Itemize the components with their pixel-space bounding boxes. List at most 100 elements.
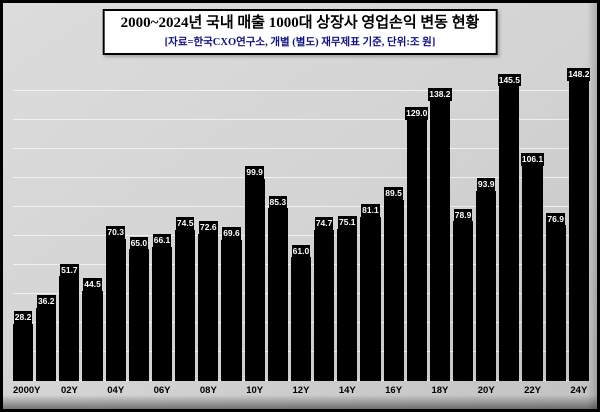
- x-axis-tick-label: 20Y: [477, 385, 495, 396]
- bar-value-label: 76.9: [546, 212, 565, 226]
- bar-value-label: 51.7: [60, 263, 79, 277]
- x-axis-tick-label: [36, 385, 56, 399]
- bar: [244, 178, 265, 381]
- chart-title-box: 2000~2024년 국내 매출 1000대 상장사 영업손익 변동 현황 [자…: [102, 9, 498, 55]
- chart-subtitle: [자료=한국CXO연구소, 개별 (별도) 재무제표 기준, 단위:조 원]: [164, 36, 436, 48]
- x-axis-tick-label: [314, 385, 334, 399]
- bar: [290, 257, 312, 381]
- x-axis-tick-label: 2000Y: [13, 385, 41, 396]
- bar: [545, 225, 566, 381]
- bar-column: 36.2: [36, 67, 57, 381]
- bar-value-label: 93.9: [476, 178, 496, 191]
- bar-value-label: 148.2: [567, 68, 591, 81]
- bar-value-label: 66.1: [152, 234, 172, 248]
- bar: [128, 249, 149, 381]
- bar-value-label: 74.5: [175, 217, 195, 231]
- bar: [221, 240, 242, 381]
- x-axis-tick-label: [499, 385, 519, 399]
- bar: [522, 166, 543, 381]
- bar-value-label: 81.1: [361, 204, 380, 217]
- bar-column: 51.7: [59, 67, 80, 381]
- bar: [360, 216, 381, 381]
- x-axis-tick-label: 04Y: [107, 385, 125, 396]
- bar: [36, 307, 57, 381]
- bar-column: 74.7: [314, 67, 335, 381]
- x-axis-tick-label: [129, 385, 149, 399]
- bar-column: 106.1: [520, 67, 545, 381]
- x-axis-tick-label: 24Y: [570, 385, 588, 396]
- bar-column: 72.6: [198, 67, 219, 381]
- bar-value-label: 145.5: [497, 73, 521, 87]
- bar: [499, 86, 520, 381]
- x-axis-tick-label: 12Y: [292, 385, 310, 396]
- bar-value-label: 36.2: [36, 295, 56, 308]
- x-axis-tick-label: 08Y: [199, 385, 217, 396]
- x-axis-tick-label: 16Y: [385, 385, 403, 396]
- bar-column: 74.5: [175, 67, 196, 381]
- x-axis-tick-label: [453, 385, 473, 399]
- bar-column: 69.6: [221, 67, 242, 381]
- bar: [82, 290, 103, 381]
- bar-value-label: 85.3: [268, 195, 288, 209]
- bar-column: 81.1: [360, 67, 381, 381]
- plot-area: 28.2 36.2 51.7 44.5 70.3 65.0 66.1 74.5 72.6 69.6…: [13, 67, 591, 381]
- bar: [105, 238, 126, 381]
- bar-column: 66.1: [151, 67, 173, 381]
- x-axis-tick-label: 02Y: [60, 385, 78, 396]
- bar-column: 28.2: [13, 67, 34, 381]
- x-axis-tick-label: 14Y: [338, 385, 356, 396]
- x-axis-tick-label: 10Y: [246, 385, 264, 396]
- x-axis-tick-label: 18Y: [431, 385, 449, 396]
- bar-value-label: 44.5: [83, 278, 102, 291]
- bar: [151, 247, 173, 381]
- bar-column: 99.9: [244, 67, 265, 381]
- bar: [337, 228, 358, 381]
- bar: [406, 119, 427, 381]
- x-axis: 2000Y 02Y 04Y 06Y 08Y 10Y 12Y 14Y 16Y 18Y 20Y 22Y 24…: [13, 385, 589, 399]
- bar: [267, 208, 288, 381]
- plot-background: 28.2 36.2 51.7 44.5 70.3 65.0 66.1 74.5 72.6 69.6…: [13, 67, 591, 381]
- bar-value-label: 106.1: [520, 153, 545, 167]
- x-axis-tick-label: 06Y: [153, 385, 171, 396]
- chart-title: 2000~2024년 국내 매출 1000대 상장사 영업손익 변동 현황: [120, 15, 480, 31]
- bar-value-label: 61.0: [291, 244, 311, 258]
- bar-column: 145.5: [497, 67, 521, 381]
- bar-value-label: 75.1: [337, 216, 357, 229]
- x-axis-tick-label: [221, 385, 241, 399]
- bar-column: 93.9: [476, 67, 497, 381]
- bar-value-label: 72.6: [199, 221, 218, 234]
- bar-column: 78.9: [452, 67, 474, 381]
- bar: [383, 199, 404, 381]
- bar-column: 85.3: [267, 67, 288, 381]
- bar-column: 138.2: [428, 67, 452, 381]
- bar-column: 148.2: [567, 67, 591, 381]
- bar-value-label: 74.7: [314, 217, 334, 230]
- x-axis-tick-label: [546, 385, 566, 399]
- bar: [568, 80, 589, 381]
- bar-column: 61.0: [290, 67, 312, 381]
- bar-value-label: 69.6: [222, 227, 241, 241]
- bar-column: 76.9: [545, 67, 566, 381]
- bar: [13, 323, 34, 381]
- bar: [452, 221, 474, 381]
- bar: [198, 233, 219, 381]
- x-axis-tick-label: [175, 385, 195, 399]
- bar-value-label: 28.2: [13, 311, 33, 324]
- bar: [314, 229, 335, 381]
- x-axis-tick-label: [407, 385, 427, 399]
- x-axis-tick-label: 22Y: [524, 385, 541, 396]
- bar-column: 75.1: [337, 67, 358, 381]
- bar-column: 70.3: [105, 67, 126, 381]
- bar-value-label: 89.5: [384, 187, 403, 200]
- bar: [59, 276, 80, 381]
- bar: [175, 230, 196, 381]
- bar-value-label: 99.9: [245, 166, 264, 179]
- bar-value-label: 65.0: [129, 236, 149, 250]
- x-axis-tick-label: [268, 385, 288, 399]
- bar-column: 44.5: [82, 67, 103, 381]
- bar: [476, 190, 497, 381]
- bar-column: 129.0: [405, 67, 429, 381]
- bar-value-label: 138.2: [428, 88, 452, 102]
- x-axis-tick-label: [82, 385, 102, 399]
